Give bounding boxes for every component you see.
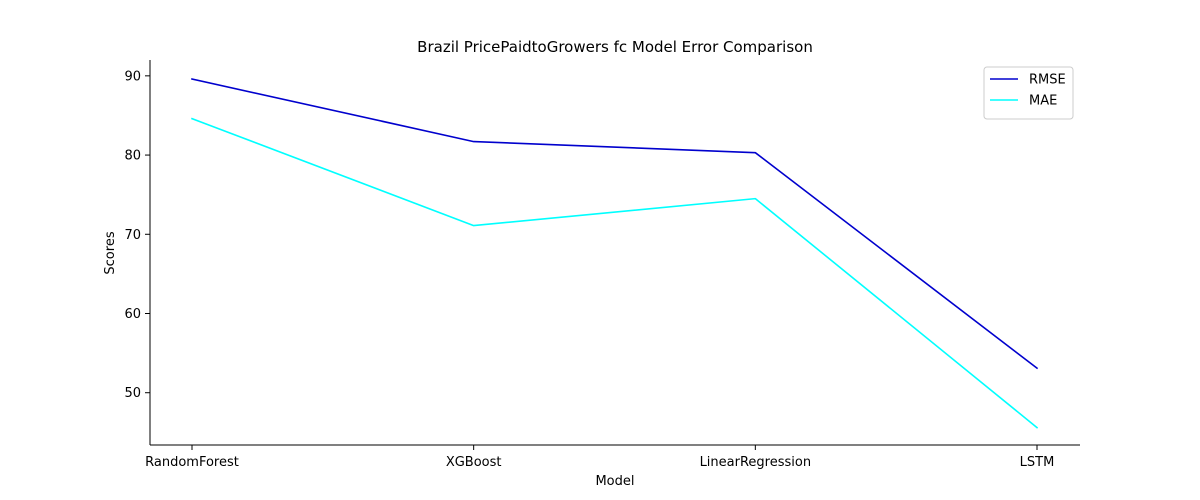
x-tick-label: RandomForest (145, 455, 239, 470)
legend-box (983, 66, 1074, 120)
x-tick-label: XGBoost (446, 455, 502, 470)
legend: RMSE MAE (983, 66, 1074, 120)
y-tick-label: 90 (124, 69, 141, 84)
legend-label-rmse: RMSE (1029, 73, 1066, 88)
y-tick-label: 70 (124, 228, 141, 243)
y-tick-label: 80 (124, 149, 141, 164)
y-tick-label: 60 (124, 307, 141, 322)
y-tick-label: 50 (124, 386, 141, 401)
chart-title: Brazil PricePaidtoGrowers fc Model Error… (417, 38, 813, 56)
series-line-rmse (191, 78, 1039, 370)
legend-label-mae: MAE (1029, 94, 1057, 109)
y-axis-label: Scores (103, 231, 118, 274)
x-tick-label: LinearRegression (700, 455, 812, 470)
x-tick-label: LSTM (1020, 455, 1055, 470)
x-axis-label: Model (595, 474, 634, 489)
series-line-mae (190, 117, 1039, 429)
plot-area: 50 60 70 80 90 RandomForest XGBoost LinearRegre… (124, 60, 1080, 470)
